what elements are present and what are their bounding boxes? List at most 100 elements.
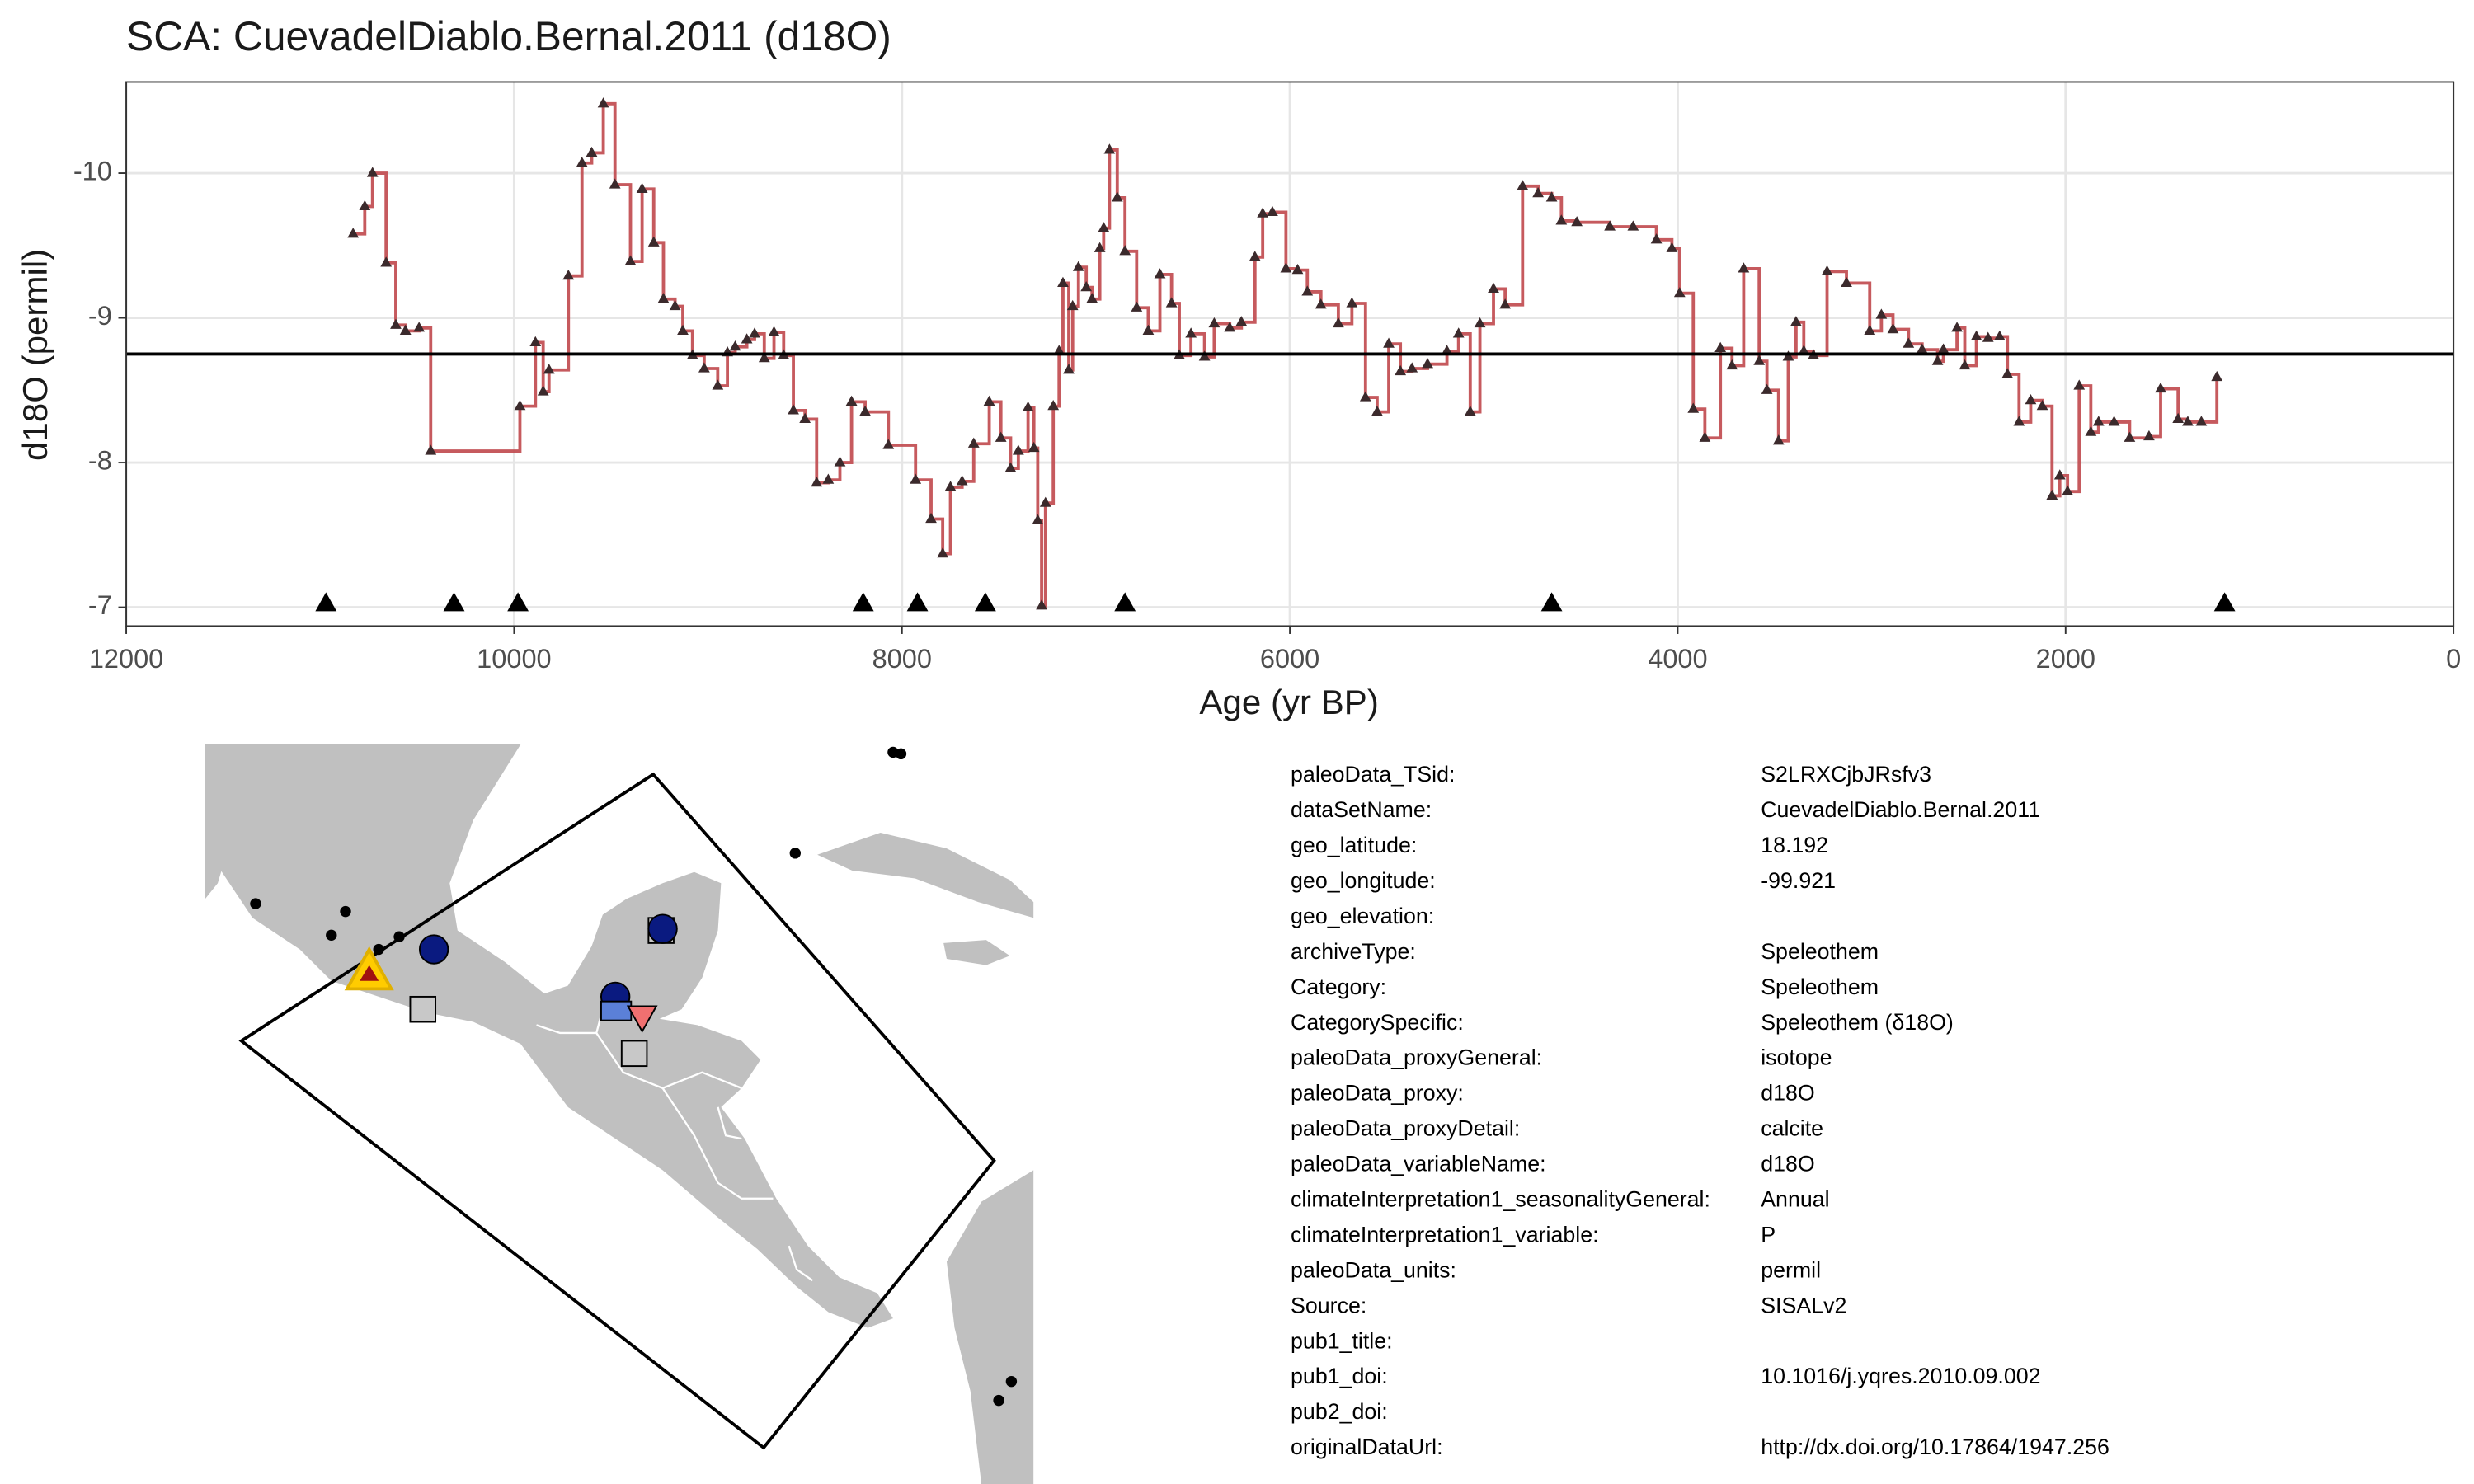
data-point [2092,416,2105,426]
age-control-point [974,592,996,612]
data-point [2195,416,2208,426]
data-point [1208,317,1221,328]
data-point [983,395,995,406]
data-point [1012,444,1024,455]
metadata-value: 18.192 [1761,833,1828,857]
data-point [1798,345,1810,355]
metadata-key: dataSetName: [1291,797,1432,822]
x-tick-label: 8000 [872,644,932,674]
data-point [1937,343,1950,354]
metadata-value: Speleothem [1761,939,1879,964]
data-point [1346,297,1358,308]
step-line [353,101,2219,608]
age-control-point [2213,592,2236,612]
data-point [669,299,681,311]
data-point [2053,469,2066,480]
data-point [647,236,660,247]
data-point [1959,359,1971,370]
region-box [238,772,996,1450]
data-point [1267,205,1278,217]
data-point [910,473,922,484]
metadata-key: pub1_title: [1291,1328,1393,1353]
site [895,748,907,760]
metadata-value: Speleothem [1761,974,1879,999]
data-point [1714,341,1727,353]
y-tick-label: -8 [88,446,112,476]
data-point [768,326,780,336]
data-point [609,178,621,189]
metadata-key: climateInterpretation1_seasonalityGenera… [1291,1187,1710,1212]
site-rect [600,1000,633,1021]
y-tick-label: -7 [88,590,112,620]
metadata-value: Annual [1761,1187,1829,1212]
data-point [2036,399,2048,411]
metadata-key: paleoData_units: [1291,1257,1456,1282]
data-point [712,379,724,390]
data-point [1039,496,1051,507]
land-baja [205,744,253,899]
data-point [1235,316,1248,326]
data-point [2108,416,2120,426]
data-point [529,336,542,346]
y-tick-label: -10 [73,157,112,186]
data-point [380,256,393,267]
data-point [1198,350,1211,361]
metadata-key: archiveType: [1291,939,1416,964]
data-point [1301,285,1314,296]
data-point [834,456,846,467]
data-point [2046,489,2058,500]
age-control-point [507,592,529,612]
x-tick-label: 0 [2446,644,2461,674]
data-point [1359,391,1371,402]
data-point [1499,298,1512,309]
metadata-key: originalDataUrl: [1291,1435,1442,1459]
data-point [1993,330,2006,340]
metadata-key: paleoData_proxyGeneral: [1291,1045,1542,1070]
data-point [1474,317,1486,328]
age-control-point [315,592,337,612]
data-point [1257,207,1269,218]
data-point [1022,401,1034,411]
site [789,848,801,859]
data-point [2143,430,2155,441]
metadata-key: climateInterpretation1_variable: [1291,1222,1598,1247]
data-point [1738,262,1750,273]
data-point [366,167,379,177]
data-point [1673,287,1686,298]
metadata-value: permil [1761,1257,1821,1282]
data-point [1086,293,1098,303]
data-point [1395,364,1407,376]
data-point [543,364,555,374]
data-point [845,395,858,406]
data-point [657,293,670,303]
site [326,929,337,942]
site-square [620,1040,648,1068]
age-control-point [443,592,465,612]
data-point [1154,268,1166,279]
metadata-key: paleoData_variableName: [1291,1152,1546,1176]
data-point [925,512,937,524]
x-tick-label: 12000 [89,644,163,674]
site [1005,1375,1018,1388]
data-point [1057,276,1069,288]
data-point [811,476,823,487]
data-point [799,412,811,424]
age-control-point [1540,592,1563,612]
data-point [1982,331,1994,342]
data-point [359,200,371,211]
data-point [1517,180,1529,190]
data-point [1441,345,1453,355]
metadata-key: paleoData_TSid: [1291,762,1455,787]
metadata-key: Source: [1291,1293,1366,1317]
data-point [729,340,741,351]
land-cuba [817,832,1034,918]
data-point [624,255,637,265]
data-point [1094,242,1106,252]
x-tick-label: 2000 [2036,644,2095,674]
data-point [1627,220,1639,231]
metadata-table: paleoData_TSid: S2LRXCjbJRsfv3 dataSetName… [1291,762,2109,1459]
data-point [1383,337,1395,348]
data-point [2025,393,2037,405]
metadata-value: 10.1016/j.yqres.2010.09.002 [1761,1364,2040,1388]
